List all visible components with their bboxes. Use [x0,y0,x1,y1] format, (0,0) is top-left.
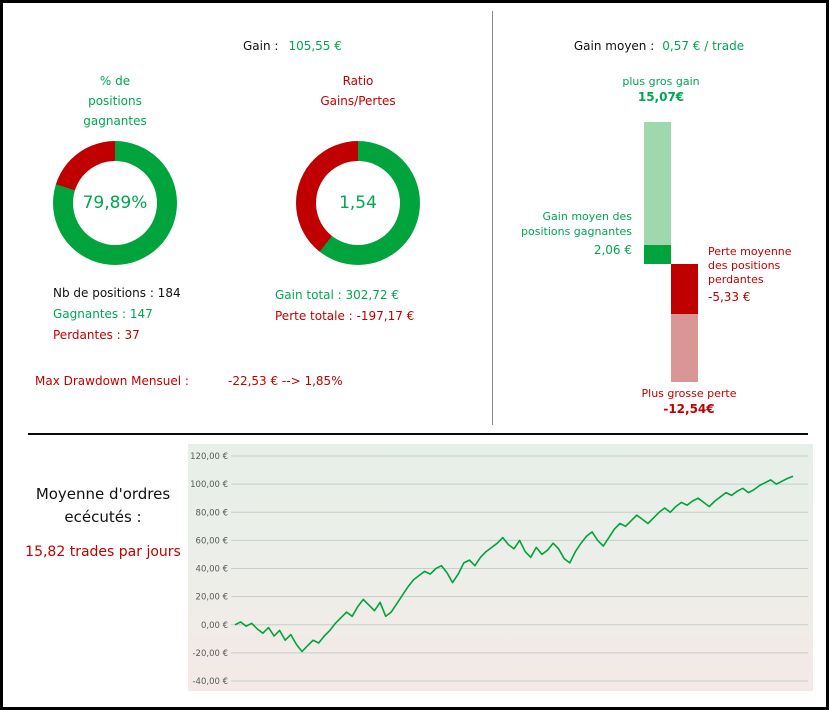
max-drawdown: Max Drawdown Mensuel : -22,53 € --> 1,85… [3,374,492,392]
gain-moyen-value: 0,57 € / trade [662,39,745,53]
gain-total: Gain total : 302,72 € [275,288,399,302]
avg-orders-line1: Moyenne d'ordres [35,485,171,503]
perte-moyenne-value: -5,33 € [708,290,751,304]
svg-text:0,00 €: 0,00 € [201,621,228,631]
plus-gros-gain-label: plus gros gain [622,75,700,88]
winrate-donut-hole: 79,89% [73,161,157,245]
summary-panel: Gain :105,55 € % de positions gagnantes … [3,3,492,433]
svg-text:100,00 €: 100,00 € [190,480,228,490]
gain-moyen-gagnantes-label: Gain moyen des positions gagnantes [521,210,632,238]
ratio-donut-hole: 1,54 [316,161,400,245]
equity-curve-chart: 120,00 € 100,00 € 80,00 € 60,00 € 40,00 € 20,… [188,444,813,691]
winrate-value: 79,89% [82,193,148,213]
svg-text:-40,00 €: -40,00 € [192,677,228,687]
plus-grosse-perte-value: -12,54€ [663,402,715,416]
gain-moyen-gagnantes-value: 2,06 € [593,243,632,257]
svg-text:20,00 €: 20,00 € [196,593,228,603]
equity-panel: Moyenne d'ordres ecécutés : 15,82 trades… [3,435,826,704]
gain-moyen: Gain moyen : 0,57 € / trade [492,39,826,53]
nb-positions: Nb de positions : 184 [53,286,181,300]
avg-loss-bar [671,264,698,315]
perte-moyenne-label: Perte moyenne des positions perdantes [708,245,792,286]
total-gain: Gain : 105,55 € [243,39,342,53]
svg-text:80,00 €: 80,00 € [196,508,228,518]
drawdown-label: Max Drawdown Mensuel : [35,374,189,388]
avg-orders-line2: ecécutés : [64,508,142,526]
perte-totale: Perte totale : -197,17 € [275,309,415,323]
avg-gain-panel: Gain moyen : 0,57 € / trade plus gros gai… [492,3,826,433]
avg-orders-block: Moyenne d'ordres ecécutés : 15,82 trades… [13,483,193,560]
winrate-title: % de positions gagnantes [83,74,147,128]
equity-curve-svg: 120,00 € 100,00 € 80,00 € 60,00 € 40,00 € 20,… [190,452,808,687]
positions-stats: Nb de positions : 184 Gagnantes : 147 Pe… [53,283,181,346]
winning-positions: Gagnantes : 147 [53,307,153,321]
horizontal-divider [28,433,808,435]
losing-positions: Perdantes : 37 [53,328,140,342]
ratio-donut-chart: 1,54 [296,141,420,265]
total-gain-value: 105,55 € [288,39,342,53]
drawdown-value: -22,53 € --> 1,85% [228,374,343,388]
plus-gros-gain-value: 15,07€ [637,90,685,104]
winrate-donut-chart: 79,89% [53,141,177,265]
vertical-divider [492,11,493,425]
svg-text:40,00 €: 40,00 € [196,565,228,575]
svg-text:-20,00 €: -20,00 € [192,649,228,659]
max-gain-bar [644,122,671,245]
gain-moyen-label: Gain moyen : [573,39,655,53]
svg-text:120,00 €: 120,00 € [190,452,228,462]
plus-grosse-perte-label: Plus grosse perte [641,387,737,400]
total-gain-label: Gain : [243,39,279,53]
avg-orders-value: 15,82 trades par jours [25,544,181,560]
ratio-title: Ratio Gains/Pertes [320,74,396,108]
ratio-value: 1,54 [339,193,377,213]
max-loss-bar [671,314,698,382]
svg-text:60,00 €: 60,00 € [196,536,228,546]
gain-loss-totals: Gain total : 302,72 € Perte totale : -19… [275,285,414,327]
avg-gain-bar [644,244,671,264]
